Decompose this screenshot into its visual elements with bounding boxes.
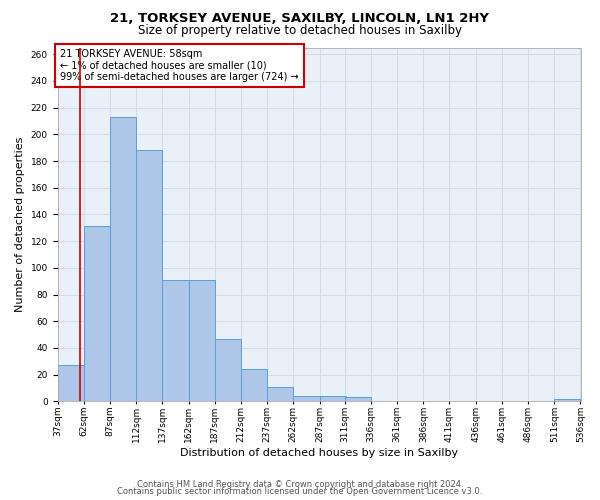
Bar (215, 338, 241, 402)
Bar (344, 398, 371, 402)
X-axis label: Distribution of detached houses by size in Saxilby: Distribution of detached houses by size … (180, 448, 458, 458)
Bar (136, 150, 163, 402)
Bar (188, 280, 215, 402)
Bar (163, 280, 188, 402)
Text: Contains HM Land Registry data © Crown copyright and database right 2024.: Contains HM Land Registry data © Crown c… (137, 480, 463, 489)
Text: 21 TORKSEY AVENUE: 58sqm
← 1% of detached houses are smaller (10)
99% of semi-de: 21 TORKSEY AVENUE: 58sqm ← 1% of detache… (60, 50, 299, 82)
Bar (241, 370, 267, 402)
Text: Contains public sector information licensed under the Open Government Licence v3: Contains public sector information licen… (118, 488, 482, 496)
Text: 21, TORKSEY AVENUE, SAXILBY, LINCOLN, LN1 2HY: 21, TORKSEY AVENUE, SAXILBY, LINCOLN, LN… (110, 12, 490, 26)
Bar (58, 366, 84, 402)
Bar (320, 396, 346, 402)
Bar (110, 117, 136, 402)
Bar (293, 396, 320, 402)
Bar (267, 386, 293, 402)
Y-axis label: Number of detached properties: Number of detached properties (15, 137, 25, 312)
Bar (554, 398, 580, 402)
Bar (84, 226, 110, 402)
Text: Size of property relative to detached houses in Saxilby: Size of property relative to detached ho… (138, 24, 462, 37)
